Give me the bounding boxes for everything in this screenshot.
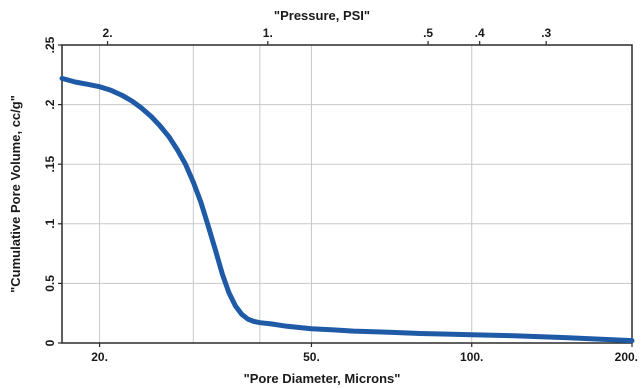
plot-frame [61,44,633,344]
y-tick-label: .1 [43,218,57,228]
x2-tick-label: .3 [541,26,551,40]
x2-tick-label: 1. [263,26,273,40]
ticks-layer: 0 0.5 .1 .15 .2 .25 20. 50. 100. 200. 2. 1. .5 .4 .3 [43,26,638,364]
y-tick-label: 0.5 [43,275,57,292]
y-tick-label: .25 [43,36,57,53]
x-axis-title: "Pore Diameter, Microns" [244,371,401,386]
y-tick-label: 0 [43,339,57,346]
cumulative-pore-volume-line [59,75,635,344]
x-tick-label: 200. [615,350,638,364]
y-tick-label: .15 [43,156,57,173]
x-tick-label: 100. [460,350,483,364]
x2-tick-label: 2. [103,26,113,40]
x2-tick-label: .5 [423,26,433,40]
y-axis-title: "Cumulative Pore Volume, cc/g" [8,95,23,293]
x-tick-label: 20. [91,350,108,364]
y-tick-label: .2 [43,99,57,109]
x2-tick-label: .4 [475,26,485,40]
x2-axis-title: "Pressure, PSI" [274,8,370,23]
grid-layer [62,45,632,343]
series-layer [59,75,635,344]
x-tick-label: 50. [303,350,320,364]
